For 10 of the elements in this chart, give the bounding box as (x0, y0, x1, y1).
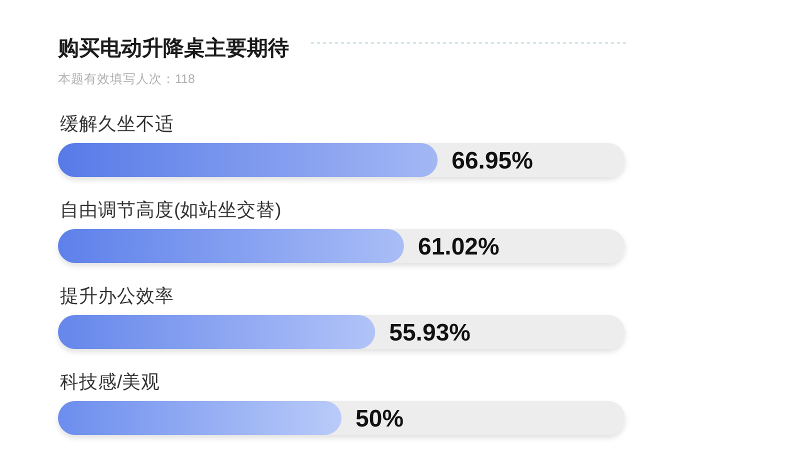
data-label: 66.95% (452, 148, 534, 174)
data-label: 55.93% (389, 320, 471, 346)
data-label: 61.02% (418, 234, 500, 260)
chart-title: 购买电动升降桌主要期待 (57, 36, 289, 60)
y-tick-label: 科技感/美观 (60, 371, 160, 392)
y-tick-label: 提升办公效率 (60, 285, 174, 306)
y-tick-label: 自由调节高度(如站坐交替) (60, 199, 282, 220)
data-label: 50% (356, 406, 404, 432)
chart-subtitle: 本题有效填写人次：118 (58, 72, 195, 86)
y-tick-label: 缓解久坐不适 (60, 113, 174, 134)
